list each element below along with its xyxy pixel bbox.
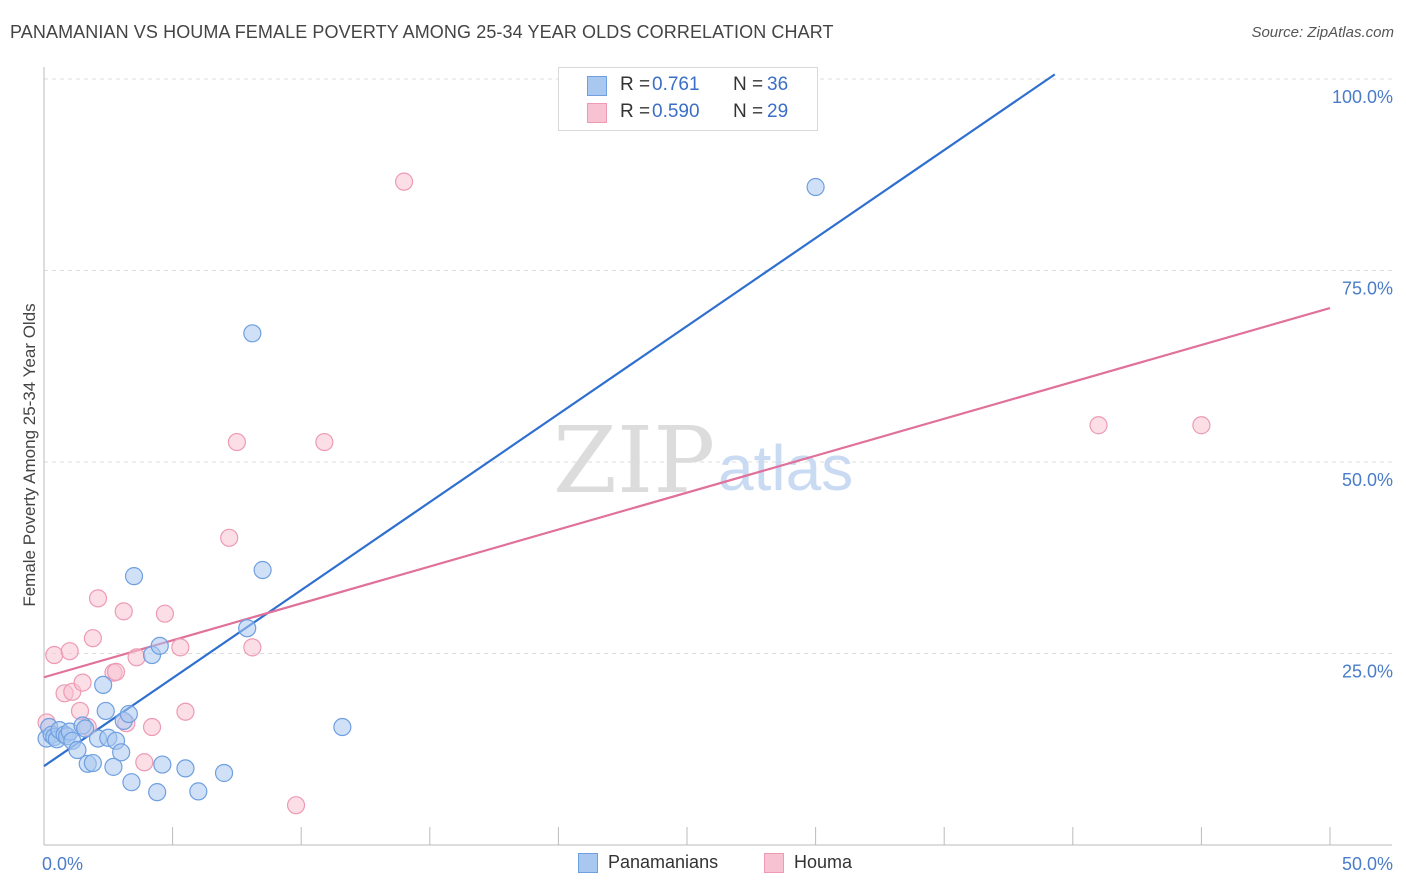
tick-labels: 25.0% 50.0% 75.0% 100.0% 0.0% 50.0%	[42, 87, 1393, 874]
data-point-panamanian	[122, 773, 141, 792]
grid-lines	[44, 78, 1392, 654]
data-point-houma	[227, 432, 246, 452]
data-point-panamanian	[96, 701, 115, 721]
x-tick-label: 50.0%	[1342, 854, 1393, 874]
legend-n-label: N =	[733, 101, 764, 122]
data-point-houma	[114, 602, 133, 621]
data-point-houma	[243, 638, 262, 657]
data-point-panamanian	[150, 636, 169, 655]
y-tick-label: 75.0%	[1342, 279, 1393, 299]
data-point-houma	[83, 629, 102, 648]
x-tick-label: 0.0%	[42, 854, 83, 874]
bottom-legend-swatch-houma	[764, 853, 784, 873]
data-point-houma	[1192, 416, 1211, 435]
correlation-legend: R = 0.761 N = 36 R = 0.590 N = 29	[558, 67, 818, 131]
data-point-panamanian	[243, 324, 262, 343]
legend-swatch-houma	[587, 103, 607, 123]
data-point-houma	[45, 645, 64, 665]
data-point-houma	[171, 638, 190, 657]
data-point-panamanian	[112, 743, 131, 762]
legend-n-value: 36	[767, 74, 789, 95]
trend-line-houma	[43, 306, 1331, 679]
legend-r-label: R =	[620, 101, 651, 122]
data-point-houma	[220, 528, 239, 547]
legend-n-label: N =	[733, 74, 764, 95]
legend-r-value: 0.590	[652, 101, 700, 122]
data-point-houma	[127, 648, 146, 667]
legend-swatch-panamanians	[587, 76, 607, 96]
data-points	[37, 172, 1211, 815]
data-point-panamanian	[253, 560, 272, 580]
data-point-panamanian	[189, 782, 208, 801]
data-point-panamanian	[148, 783, 167, 802]
y-tick-label: 25.0%	[1342, 662, 1393, 682]
data-point-panamanian	[83, 753, 102, 773]
data-point-panamanian	[214, 763, 234, 783]
data-point-houma	[394, 172, 414, 191]
bottom-legend-label: Panamanians	[608, 852, 719, 872]
bottom-legend-label: Houma	[794, 852, 853, 872]
data-point-houma	[176, 702, 195, 721]
data-point-houma	[142, 717, 162, 737]
data-point-panamanian	[104, 757, 123, 776]
data-point-houma	[60, 642, 79, 661]
source-credit: Source: ZipAtlas.com	[1251, 24, 1394, 41]
watermark-atlas: atlas	[718, 432, 853, 504]
data-point-panamanian	[119, 704, 138, 724]
data-point-panamanian	[94, 675, 113, 695]
data-point-houma	[315, 432, 334, 452]
chart-title: PANAMANIAN VS HOUMA FEMALE POVERTY AMONG…	[10, 22, 834, 42]
data-point-houma	[135, 753, 154, 772]
y-tick-label: 50.0%	[1342, 470, 1393, 490]
data-point-panamanian	[153, 755, 172, 774]
data-point-houma	[73, 673, 92, 692]
trend-line-panamanians	[43, 73, 1056, 768]
legend-r-value: 0.761	[652, 74, 700, 95]
bottom-legend-swatch-panamanians	[578, 853, 598, 873]
legend-r-label: R =	[620, 74, 651, 95]
data-point-houma	[155, 604, 174, 623]
data-point-houma	[106, 662, 126, 681]
watermark: ZIP atlas	[553, 407, 853, 514]
data-point-panamanian	[333, 717, 352, 737]
data-point-panamanian	[76, 719, 95, 738]
data-point-panamanian	[124, 567, 144, 586]
legend-n-value: 29	[767, 101, 789, 122]
trend-lines	[43, 73, 1331, 768]
data-point-panamanian	[238, 619, 257, 638]
y-tick-label: 100.0%	[1332, 87, 1393, 107]
data-point-houma	[88, 589, 108, 608]
data-point-panamanian	[176, 759, 195, 778]
data-point-houma	[286, 796, 306, 815]
data-point-panamanian	[68, 740, 87, 760]
watermark-zip: ZIP	[553, 407, 715, 514]
data-point-panamanian	[806, 177, 825, 197]
data-point-houma	[1089, 416, 1108, 435]
